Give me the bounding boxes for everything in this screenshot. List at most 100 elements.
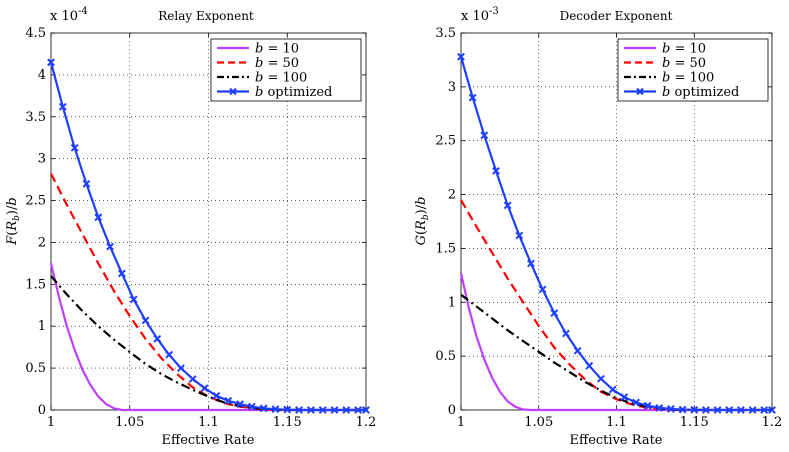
data-point (690, 405, 699, 414)
y-tick-label: 1.5 (25, 277, 46, 292)
y-tick-label: 1 (38, 319, 46, 334)
data-point (271, 405, 280, 414)
data-point (667, 405, 675, 413)
y-tick-label: 1.5 (435, 241, 456, 256)
y-tick-label: 1 (448, 295, 456, 310)
y-exponent-label: x 10-3 (461, 6, 499, 24)
data-point (47, 58, 55, 67)
relay-exponent-chart: Relay Exponent x 10-4 1 1.05 1.1 1.15 1.2 0 0.… (5, 6, 376, 448)
data-point (318, 406, 327, 414)
series-line-3 (460, 293, 772, 412)
x-tick-label: 1.1 (198, 415, 219, 430)
y-tick-label: 3 (38, 152, 46, 167)
chart-title: Decoder Exponent (560, 9, 673, 23)
data-point (515, 231, 524, 240)
data-point (492, 166, 500, 175)
y-exponent-label: x 10-4 (50, 6, 88, 24)
data-point (212, 391, 221, 400)
data-point (713, 406, 722, 414)
data-point (597, 374, 605, 383)
legend-label: b optimized (255, 85, 332, 100)
x-tick-label: 1 (457, 415, 465, 430)
data-point (585, 361, 594, 370)
data-point (106, 242, 114, 251)
y-tick-label: 3 (448, 80, 456, 95)
y-tick-label: 0 (38, 403, 46, 418)
data-point (678, 405, 687, 414)
data-point (562, 329, 570, 338)
data-point (725, 406, 734, 414)
data-point (117, 269, 126, 278)
data-point (188, 375, 197, 383)
data-point (608, 385, 617, 394)
y-tick-label: 0 (448, 403, 456, 418)
data-point (153, 334, 162, 343)
legend-label: b = 100 (662, 71, 714, 86)
data-point (236, 400, 244, 409)
data-point (538, 285, 547, 294)
x-tick-label: 1.05 (524, 415, 553, 430)
x-tick-label: 1.15 (273, 415, 302, 430)
data-point (165, 350, 174, 359)
data-point (550, 309, 559, 317)
y-axis-label: G(Rb)/b (414, 197, 431, 246)
data-point (330, 406, 339, 414)
data-point (768, 406, 776, 414)
data-point (224, 396, 233, 405)
axis-ticks: 1 1.05 1.1 1.15 1.2 0 0.5 1 1.5 2 2.5 3 3.5 4 4.5 (25, 26, 376, 430)
y-tick-label: 2 (38, 235, 46, 250)
data-point (200, 384, 209, 393)
data-point (94, 213, 103, 222)
grid (461, 33, 772, 410)
data-point (620, 393, 629, 401)
data-point (527, 259, 535, 268)
data-point (480, 131, 489, 140)
grid (51, 33, 366, 410)
data-point (129, 295, 138, 304)
data-point (259, 404, 268, 413)
y-tick-label: 4.5 (25, 26, 46, 41)
series-line-1 (49, 263, 366, 412)
data-point (354, 406, 363, 414)
x-tick-label: 1.1 (606, 415, 627, 430)
data-point (503, 201, 512, 210)
x-tick-label: 1.05 (115, 415, 144, 430)
y-tick-label: 0.5 (435, 349, 456, 364)
decoder-exponent-chart: Decoder Exponent x 10-3 1 1.05 1.1 1.15 1.2 0… (414, 6, 782, 448)
legend-label: b = 100 (255, 71, 307, 86)
data-point (141, 316, 150, 325)
data-point (468, 93, 477, 102)
series-line-4 (459, 56, 772, 412)
y-tick-label: 3.5 (25, 110, 46, 125)
data-point (247, 402, 256, 411)
data-point (573, 346, 582, 355)
series-line-1 (459, 272, 772, 412)
legend-label: b optimized (662, 85, 739, 100)
data-point (58, 102, 67, 111)
x-tick-label: 1.2 (356, 415, 377, 430)
data-point (760, 406, 769, 414)
y-tick-label: 2.5 (25, 194, 46, 209)
x-tick-label: 1.2 (762, 415, 783, 430)
x-axis-label: Effective Rate (161, 433, 254, 448)
series-lines (457, 52, 776, 414)
series-lines (47, 58, 370, 414)
data-point (70, 143, 79, 152)
data-point (295, 406, 303, 414)
y-tick-label: 0.5 (25, 361, 46, 376)
data-point (748, 406, 757, 414)
y-tick-label: 4 (38, 68, 46, 83)
data-point (702, 406, 710, 414)
data-point (306, 406, 315, 414)
data-point (736, 406, 745, 414)
y-tick-label: 3.5 (435, 26, 456, 41)
data-point (362, 406, 370, 414)
data-point (643, 401, 652, 410)
data-point (632, 398, 640, 407)
data-point (655, 403, 664, 412)
legend-marker (636, 87, 644, 96)
chart-title: Relay Exponent (158, 9, 254, 23)
y-axis-label: F(Rb)/b (5, 197, 22, 245)
